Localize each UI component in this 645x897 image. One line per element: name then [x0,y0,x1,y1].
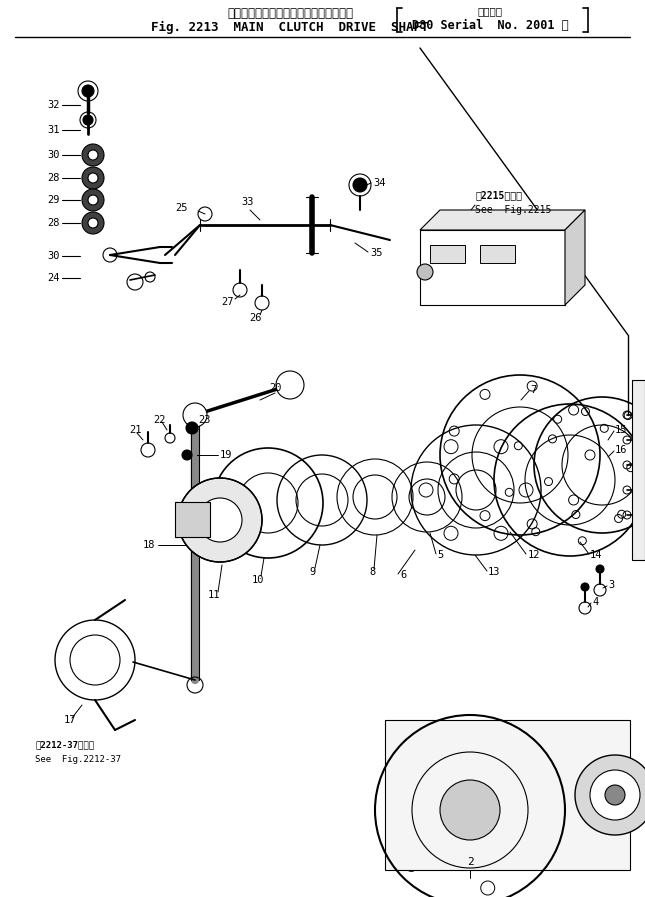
Circle shape [82,85,94,97]
Text: Fig. 2213  MAIN  CLUTCH  DRIVE  SHAFT: Fig. 2213 MAIN CLUTCH DRIVE SHAFT [151,21,429,33]
Text: 3: 3 [608,580,614,590]
Text: 17: 17 [64,715,76,725]
Text: 16: 16 [615,445,628,455]
Circle shape [596,565,604,573]
Text: 28: 28 [48,173,60,183]
Text: メイン　クラッチ　ドライブ　シャフト: メイン クラッチ ドライブ シャフト [227,6,353,20]
Text: 21: 21 [129,425,141,435]
Text: 25: 25 [175,203,188,213]
Text: 20: 20 [269,383,281,393]
Text: See  Fig.2212-37: See Fig.2212-37 [35,755,121,764]
Circle shape [353,178,367,192]
Text: 32: 32 [48,100,60,110]
Circle shape [575,755,645,835]
Bar [430,245,465,263]
Text: 4: 4 [592,597,599,607]
Text: 22: 22 [154,415,166,425]
Text: 33: 33 [242,197,254,207]
Text: 14: 14 [590,550,602,560]
Text: 適用号機: 適用号機 [477,6,502,16]
Text: 6: 6 [400,570,406,580]
Text: 7: 7 [530,385,536,395]
Circle shape [182,450,192,460]
Circle shape [440,780,500,840]
Text: 31: 31 [48,125,60,135]
Text: D80 Serial  No. 2001 ～: D80 Serial No. 2001 ～ [412,19,568,31]
Circle shape [417,264,433,280]
Polygon shape [565,210,585,305]
Circle shape [605,785,625,805]
Circle shape [581,583,589,591]
Circle shape [186,422,198,434]
Polygon shape [420,230,565,305]
Circle shape [183,403,207,427]
Text: 13: 13 [488,567,501,577]
Text: 18: 18 [143,540,155,550]
Text: 11: 11 [208,590,220,600]
Text: 9: 9 [310,567,316,577]
Bar [480,245,515,263]
Text: 34: 34 [373,178,386,188]
Circle shape [276,371,304,399]
Text: 第2215図参照: 第2215図参照 [475,190,522,200]
Circle shape [82,167,104,189]
Polygon shape [385,720,630,870]
Polygon shape [420,210,585,230]
Circle shape [88,150,98,160]
Text: 28: 28 [48,218,60,228]
Circle shape [82,212,104,234]
Text: 10: 10 [252,575,264,585]
Circle shape [198,498,242,542]
Circle shape [88,195,98,205]
Circle shape [88,218,98,228]
Circle shape [178,478,262,562]
Text: 24: 24 [48,273,60,283]
Text: See  Fig.2215: See Fig.2215 [475,205,551,215]
Polygon shape [632,380,645,560]
Circle shape [590,770,640,820]
Text: 30: 30 [48,251,60,261]
Bar [175,502,210,537]
Circle shape [82,189,104,211]
Circle shape [88,173,98,183]
Text: 35: 35 [370,248,382,258]
Text: 第2212-37図参照: 第2212-37図参照 [35,741,94,750]
Text: 23: 23 [198,415,210,425]
Text: 30: 30 [48,150,60,160]
Circle shape [82,144,104,166]
Circle shape [83,115,93,125]
Text: 29: 29 [48,195,60,205]
Text: 26: 26 [249,313,261,323]
Text: 15: 15 [615,425,628,435]
Text: 2: 2 [466,857,473,867]
Text: 12: 12 [528,550,541,560]
Text: 5: 5 [437,550,443,560]
Text: 27: 27 [222,297,234,307]
Text: 8: 8 [370,567,376,577]
Text: 19: 19 [220,450,232,460]
Text: 1: 1 [590,807,597,817]
